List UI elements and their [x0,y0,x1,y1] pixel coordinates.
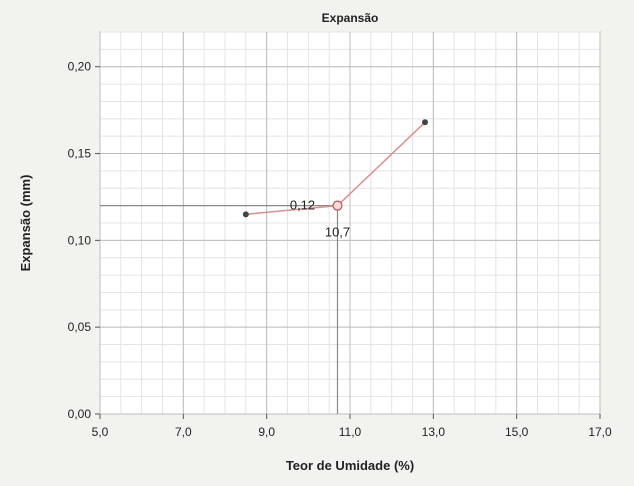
highlight-point [332,200,343,211]
y-axis-ticks: 0,00 0,05 0,10 0,15 0,20 [68,60,100,421]
y-tick-label: 0,15 [68,147,92,161]
data-point [242,211,249,218]
x-tick-label: 15,0 [505,425,529,439]
y-axis-label: Expansão (mm) [18,175,33,272]
chart-title: Expansão [322,11,379,25]
x-axis-ticks: 5,0 7,0 9,0 11,0 13,0 15,0 17,0 [92,414,612,439]
guide-lines [100,205,339,414]
x-tick-label: 17,0 [588,425,612,439]
x-tick-label: 5,0 [92,425,109,439]
x-axis-label: Teor de Umidade (%) [286,458,414,473]
x-tick-label: 13,0 [422,425,446,439]
x-tick-label: 9,0 [258,425,275,439]
data-point [422,119,428,126]
y-tick-label: 0,00 [68,407,92,421]
y-tick-label: 0,05 [68,320,92,334]
series-group [242,119,428,218]
highlight-x-value-label: 10,7 [325,225,350,240]
y-tick-label: 0,20 [68,60,92,74]
x-tick-label: 11,0 [339,425,362,439]
x-tick-label: 7,0 [175,425,192,439]
y-tick-label: 0,10 [68,233,92,247]
highlight-y-value-label: 0,12 [290,198,315,213]
